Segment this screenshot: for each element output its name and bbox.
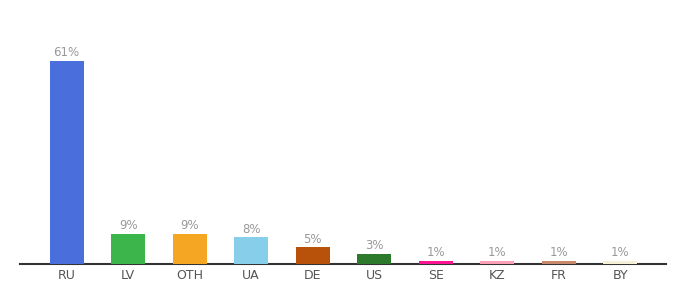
Bar: [50, 61, 84, 264]
Bar: [296, 247, 330, 264]
Text: 5%: 5%: [303, 233, 322, 246]
Text: 9%: 9%: [180, 219, 199, 232]
Bar: [419, 261, 453, 264]
Bar: [234, 237, 268, 264]
Text: 1%: 1%: [611, 246, 630, 259]
Text: 1%: 1%: [488, 246, 507, 259]
Bar: [112, 234, 145, 264]
Text: 8%: 8%: [242, 223, 260, 236]
Bar: [542, 261, 575, 264]
Text: 1%: 1%: [426, 246, 445, 259]
Text: 61%: 61%: [54, 46, 80, 59]
Bar: [357, 254, 391, 264]
Bar: [173, 234, 207, 264]
Text: 3%: 3%: [365, 239, 384, 252]
Text: 9%: 9%: [119, 219, 137, 232]
Text: 1%: 1%: [549, 246, 568, 259]
Bar: [603, 261, 637, 264]
Bar: [480, 261, 514, 264]
